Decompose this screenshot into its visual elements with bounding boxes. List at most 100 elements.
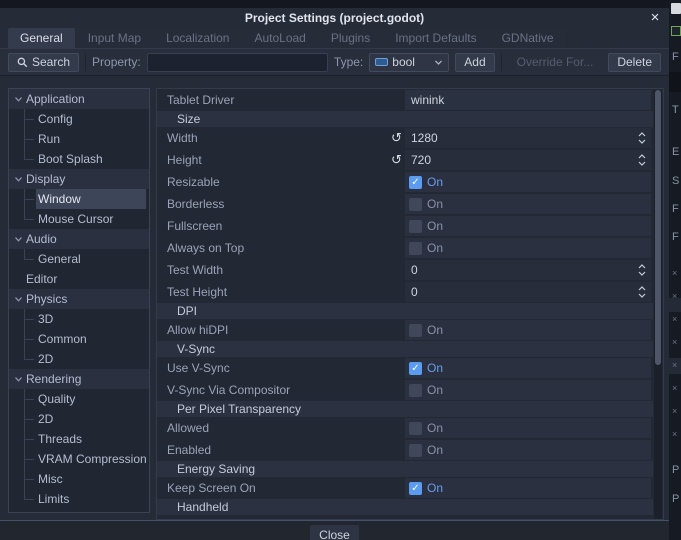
checkbox[interactable] <box>409 323 422 337</box>
chevron-down-icon[interactable] <box>14 375 23 384</box>
type-dropdown-value: bool <box>392 55 415 69</box>
sidebar-item-config[interactable]: Config <box>9 109 149 129</box>
checkbox[interactable] <box>409 383 422 397</box>
tab-plugins[interactable]: Plugins <box>318 28 383 48</box>
property-input[interactable] <box>146 52 328 72</box>
sidebar-item-rendering[interactable]: Rendering <box>9 369 149 389</box>
scrollbar-thumb[interactable] <box>655 90 661 365</box>
number-value: 0 <box>411 285 418 299</box>
sidebar-item-editor[interactable]: Editor <box>9 269 149 289</box>
spinner-updown-icon[interactable] <box>638 263 646 277</box>
sidebar-item-boot-splash[interactable]: Boot Splash <box>9 149 149 169</box>
close-button[interactable]: Close <box>310 525 359 540</box>
tab-general[interactable]: General <box>8 28 75 48</box>
sliver-truncated-icon: × <box>672 406 678 416</box>
property-value-cell: On <box>405 418 651 438</box>
spinner-updown-icon[interactable] <box>638 131 646 145</box>
sidebar-item-mouse-cursor[interactable]: Mouse Cursor <box>9 209 149 229</box>
sidebar-item-label: Audio <box>26 232 57 246</box>
property-row-always-on-top: Always on Top On <box>157 237 653 259</box>
sidebar-item-3d[interactable]: 3D <box>9 309 149 329</box>
sidebar-item-misc[interactable]: Misc <box>9 469 149 489</box>
checkbox[interactable] <box>409 197 422 211</box>
sidebar-item-general[interactable]: General <box>9 249 149 269</box>
sidebar-item-application[interactable]: Application <box>9 89 149 109</box>
property-row-allowed: Allowed On <box>157 417 653 439</box>
tab-import-defaults[interactable]: Import Defaults <box>383 28 489 48</box>
close-icon[interactable]: × <box>650 9 660 26</box>
tree-connector <box>24 149 25 160</box>
sidebar-item-window[interactable]: Window <box>9 189 149 209</box>
text-field[interactable]: winink <box>405 90 651 110</box>
sidebar-item-label: Misc <box>38 472 63 486</box>
sidebar-item-vram-compression[interactable]: VRAM Compression <box>9 449 149 469</box>
number-field[interactable]: 0 <box>405 260 651 280</box>
sidebar-item-display[interactable]: Display <box>9 169 149 189</box>
type-dropdown[interactable]: bool <box>369 52 450 72</box>
search-button[interactable]: Search <box>8 52 80 72</box>
sliver-dark-row <box>669 72 681 92</box>
section-label: Size <box>177 112 201 126</box>
checkbox[interactable] <box>409 241 422 255</box>
sidebar-item-2d[interactable]: 2D <box>9 349 149 369</box>
vertical-scrollbar[interactable] <box>654 90 662 519</box>
checkbox[interactable]: ✓ <box>409 481 422 495</box>
tab-input-map[interactable]: Input Map <box>75 28 154 48</box>
sliver-truncated-text: S <box>672 175 680 187</box>
chevron-down-icon[interactable] <box>14 235 23 244</box>
sidebar-item-2d[interactable]: 2D <box>9 409 149 429</box>
bool-cell: On <box>405 380 651 400</box>
bool-cell: On <box>405 216 651 236</box>
override-for-button: Override For... <box>508 53 603 72</box>
sidebar-item-audio[interactable]: Audio <box>9 229 149 249</box>
tree-connector <box>24 399 34 400</box>
number-field[interactable]: 0 <box>405 282 651 302</box>
sidebar-item-threads[interactable]: Threads <box>9 429 149 449</box>
sidebar-item-label: 3D <box>38 312 54 326</box>
checkbox[interactable]: ✓ <box>409 361 422 375</box>
delete-button[interactable]: Delete <box>608 52 661 72</box>
add-button[interactable]: Add <box>455 52 495 72</box>
sidebar-item-quality[interactable]: Quality <box>9 389 149 409</box>
sliver-truncated-text: P <box>672 464 680 476</box>
tree-connector <box>24 199 34 200</box>
sliver-truncated-text: F <box>672 231 679 243</box>
checkbox[interactable] <box>409 421 422 435</box>
number-value: 720 <box>411 153 432 167</box>
property-row-v-sync-via-compositor: V-Sync Via Compositor On <box>157 379 653 401</box>
section-header-handheld: Handheld <box>157 499 653 515</box>
on-label: On <box>427 361 444 375</box>
settings-category-tree: Application Config Run Boot Splash Display Wi… <box>8 88 150 513</box>
sidebar-item-run[interactable]: Run <box>9 129 149 149</box>
chevron-down-icon[interactable] <box>14 295 23 304</box>
sliver-truncated-text: T <box>672 104 679 116</box>
sidebar-item-limits[interactable]: Limits <box>9 489 149 509</box>
spinner-updown-icon[interactable] <box>638 153 646 167</box>
checkbox[interactable]: ✓ <box>409 175 422 189</box>
sliver-truncated-icon: × <box>672 314 678 324</box>
property-label: Property: <box>92 55 141 69</box>
property-row-enabled: Enabled On <box>157 439 653 461</box>
property-label: Allow hiDPI <box>167 323 229 337</box>
number-field[interactable]: 720 <box>405 150 651 170</box>
revert-icon[interactable]: ↺ <box>391 130 402 146</box>
chevron-down-icon[interactable] <box>14 95 23 104</box>
checkbox[interactable] <box>409 443 422 457</box>
sidebar-item-physics[interactable]: Physics <box>9 289 149 309</box>
checkbox[interactable] <box>409 219 422 233</box>
tab-gdnative[interactable]: GDNative <box>489 28 566 48</box>
sidebar-item-label: Rendering <box>26 372 82 386</box>
sliver-truncated-icon: × <box>672 383 678 393</box>
spinner-updown-icon[interactable] <box>638 285 646 299</box>
tree-connector <box>24 209 25 220</box>
revert-icon[interactable]: ↺ <box>391 152 402 168</box>
tree-connector <box>24 159 34 160</box>
sidebar-item-label: 2D <box>38 412 54 426</box>
tab-localization[interactable]: Localization <box>154 28 242 48</box>
sidebar-item-label: Quality <box>38 392 76 406</box>
sidebar-item-common[interactable]: Common <box>9 329 149 349</box>
tab-autoload[interactable]: AutoLoad <box>242 28 318 48</box>
property-label: Use V-Sync <box>167 361 230 375</box>
number-field[interactable]: 1280 <box>405 128 651 148</box>
chevron-down-icon[interactable] <box>14 175 23 184</box>
